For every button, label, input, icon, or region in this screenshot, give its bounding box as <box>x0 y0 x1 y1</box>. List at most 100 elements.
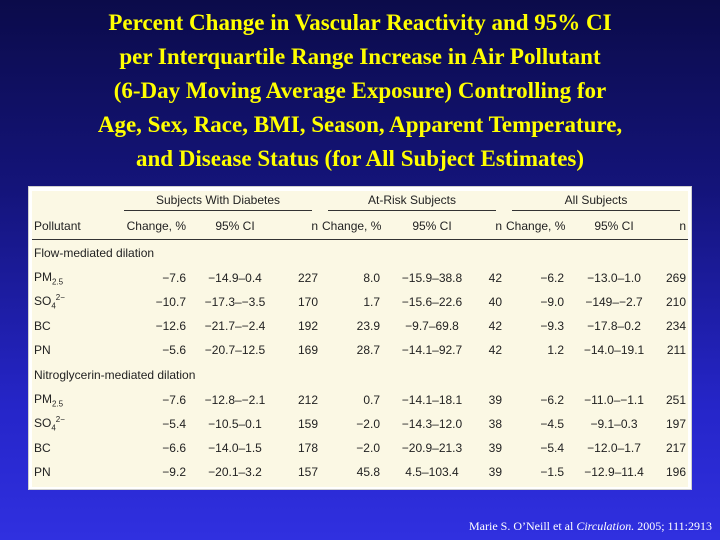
diabetes-n-cell: 159 <box>297 417 318 431</box>
section-row: Flow-mediated dilation <box>32 240 688 267</box>
at-risk-ci-cell: −14.1–18.1 <box>401 393 463 407</box>
pollutant-name: BC <box>34 441 51 455</box>
table-row: SO42− −5.4 −10.5–0.1 159 −2.0 −14.3–12.0 38 −4.… <box>32 412 688 436</box>
all-n-cell: 217 <box>665 441 687 455</box>
all-change-cell: −4.5 <box>540 417 565 431</box>
column-header-row: Pollutant Change, % 95% CI n Change, % 9… <box>32 213 689 240</box>
table-row: BC −6.6 −14.0–1.5 178 −2.0 −20.9–21.3 39 −5.4 −1… <box>32 436 688 460</box>
at-risk-change-cell: 8.0 <box>363 271 380 285</box>
diabetes-n-cell: 178 <box>297 441 318 455</box>
at-risk-n-cell: 39 <box>488 393 503 407</box>
pollutant-name: PN <box>34 343 51 357</box>
all-n-cell: 234 <box>665 319 687 333</box>
at-risk-n-cell: 39 <box>488 465 503 479</box>
all-change-cell: 1.2 <box>547 343 565 357</box>
diabetes-n-cell: 170 <box>297 295 318 309</box>
col-ci: 95% CI <box>188 213 282 240</box>
at-risk-n-cell: 42 <box>488 271 503 285</box>
pollutant-name: PN <box>34 465 51 479</box>
title-line: per Interquartile Range Increase in Air … <box>119 44 601 69</box>
all-change-cell: −6.2 <box>540 393 565 407</box>
diabetes-n-cell: 212 <box>297 393 318 407</box>
all-ci-cell: −149–−2.7 <box>585 295 643 309</box>
diabetes-change-cell: −5.6 <box>162 343 186 357</box>
all-ci-cell: −9.1–0.3 <box>590 417 638 431</box>
table-row: PM2.5 −7.6 −12.8–−2.1 212 0.7 −14.1–18.1 39 −6.… <box>32 388 688 412</box>
col-change: Change, % <box>320 213 382 240</box>
all-n-cell: 196 <box>665 465 687 479</box>
at-risk-ci-cell: −9.7–69.8 <box>405 319 459 333</box>
all-n-cell: 197 <box>665 417 687 431</box>
col-ci: 95% CI <box>566 213 663 240</box>
title-line: Age, Sex, Race, BMI, Season, Apparent Te… <box>97 112 623 137</box>
diabetes-change-cell: −9.2 <box>162 465 186 479</box>
title-line: and Disease Status (for All Subject Esti… <box>135 146 585 171</box>
table-row: BC −12.6 −21.7–−2.4 192 23.9 −9.7–69.8 42 −9.3 −… <box>32 314 688 338</box>
table-row: PN −5.6 −20.7–12.5 169 28.7 −14.1–92.7 42 1.2 −1… <box>32 338 688 362</box>
table-row: SO42− −10.7 −17.3–−3.5 170 1.7 −15.6–22.6 40 −9… <box>32 290 688 314</box>
at-risk-n-cell: 42 <box>488 343 503 357</box>
diabetes-ci-cell: −12.8–−2.1 <box>204 393 266 407</box>
col-change: Change, % <box>116 213 188 240</box>
table-background: Subjects With Diabetes At-Risk Subjects … <box>32 191 689 487</box>
at-risk-ci-cell: −20.9–21.3 <box>401 441 463 455</box>
at-risk-change-cell: 28.7 <box>356 343 380 357</box>
at-risk-ci-cell: −14.1–92.7 <box>401 343 463 357</box>
diabetes-ci-cell: −20.7–12.5 <box>204 343 266 357</box>
at-risk-n-cell: 38 <box>488 417 503 431</box>
diabetes-ci-cell: −21.7–−2.4 <box>204 319 266 333</box>
pollutant-name: PM2.5 <box>34 391 64 409</box>
pollutant-name: SO42− <box>34 415 65 433</box>
diabetes-ci-cell: −20.1–3.2 <box>208 465 262 479</box>
at-risk-change-cell: 45.8 <box>356 465 380 479</box>
group-header-row: Subjects With Diabetes At-Risk Subjects … <box>32 191 688 213</box>
citation-rest: 2005; 111:2913 <box>634 519 712 533</box>
slide-title: Percent Change in Vascular Reactivity an… <box>10 6 710 176</box>
col-ci: 95% CI <box>382 213 482 240</box>
at-risk-change-cell: −2.0 <box>356 417 380 431</box>
citation-journal: Circulation. <box>576 519 635 533</box>
all-n-cell: 211 <box>666 343 687 357</box>
diabetes-change-cell: −10.7 <box>155 295 186 309</box>
citation-author: Marie S. O’Neill et al <box>469 519 577 533</box>
diabetes-n-cell: 157 <box>297 465 318 479</box>
at-risk-change-cell: 23.9 <box>356 319 380 333</box>
all-change-cell: −1.5 <box>540 465 565 479</box>
pollutant-name: BC <box>34 319 51 333</box>
col-n: n <box>282 213 320 240</box>
group-at-risk: At-Risk Subjects <box>320 191 504 213</box>
all-n-cell: 210 <box>665 295 687 309</box>
at-risk-n-cell: 39 <box>488 441 503 455</box>
diabetes-change-cell: −7.6 <box>162 271 186 285</box>
group-diabetes: Subjects With Diabetes <box>116 191 320 213</box>
all-n-cell: 251 <box>665 393 687 407</box>
diabetes-n-cell: 227 <box>297 271 318 285</box>
all-n-cell: 269 <box>665 271 687 285</box>
all-ci-cell: −17.8–0.2 <box>587 319 641 333</box>
at-risk-n-cell: 40 <box>488 295 503 309</box>
at-risk-ci-cell: 4.5–103.4 <box>405 465 459 479</box>
all-ci-cell: −12.0–1.7 <box>587 441 641 455</box>
diabetes-ci-cell: −14.9–0.4 <box>208 271 262 285</box>
group-all: All Subjects <box>504 191 688 213</box>
all-change-cell: −5.4 <box>540 441 565 455</box>
at-risk-ci-cell: −14.3–12.0 <box>401 417 463 431</box>
pollutant-name: PM2.5 <box>34 269 64 287</box>
all-ci-cell: −12.9–11.4 <box>584 465 644 479</box>
diabetes-ci-cell: −14.0–1.5 <box>208 441 262 455</box>
all-change-cell: −9.0 <box>540 295 565 309</box>
diabetes-n-cell: 169 <box>297 343 318 357</box>
at-risk-ci-cell: −15.9–38.8 <box>401 271 463 285</box>
at-risk-change-cell: 0.7 <box>363 393 380 407</box>
diabetes-ci-cell: −17.3–−3.5 <box>204 295 266 309</box>
all-ci-cell: −14.0–19.1 <box>583 343 645 357</box>
table-panel: Subjects With Diabetes At-Risk Subjects … <box>28 186 692 490</box>
table-row: PM2.5 −7.6 −14.9–0.4 227 8.0 −15.9–38.8 42 −6.2… <box>32 266 688 290</box>
all-change-cell: −6.2 <box>540 271 565 285</box>
diabetes-change-cell: −7.6 <box>162 393 186 407</box>
col-n: n <box>662 213 689 240</box>
citation: Marie S. O’Neill et al Circulation. 2005… <box>469 519 712 534</box>
diabetes-change-cell: −12.6 <box>155 319 186 333</box>
diabetes-n-cell: 192 <box>297 319 318 333</box>
col-change: Change, % <box>504 213 567 240</box>
